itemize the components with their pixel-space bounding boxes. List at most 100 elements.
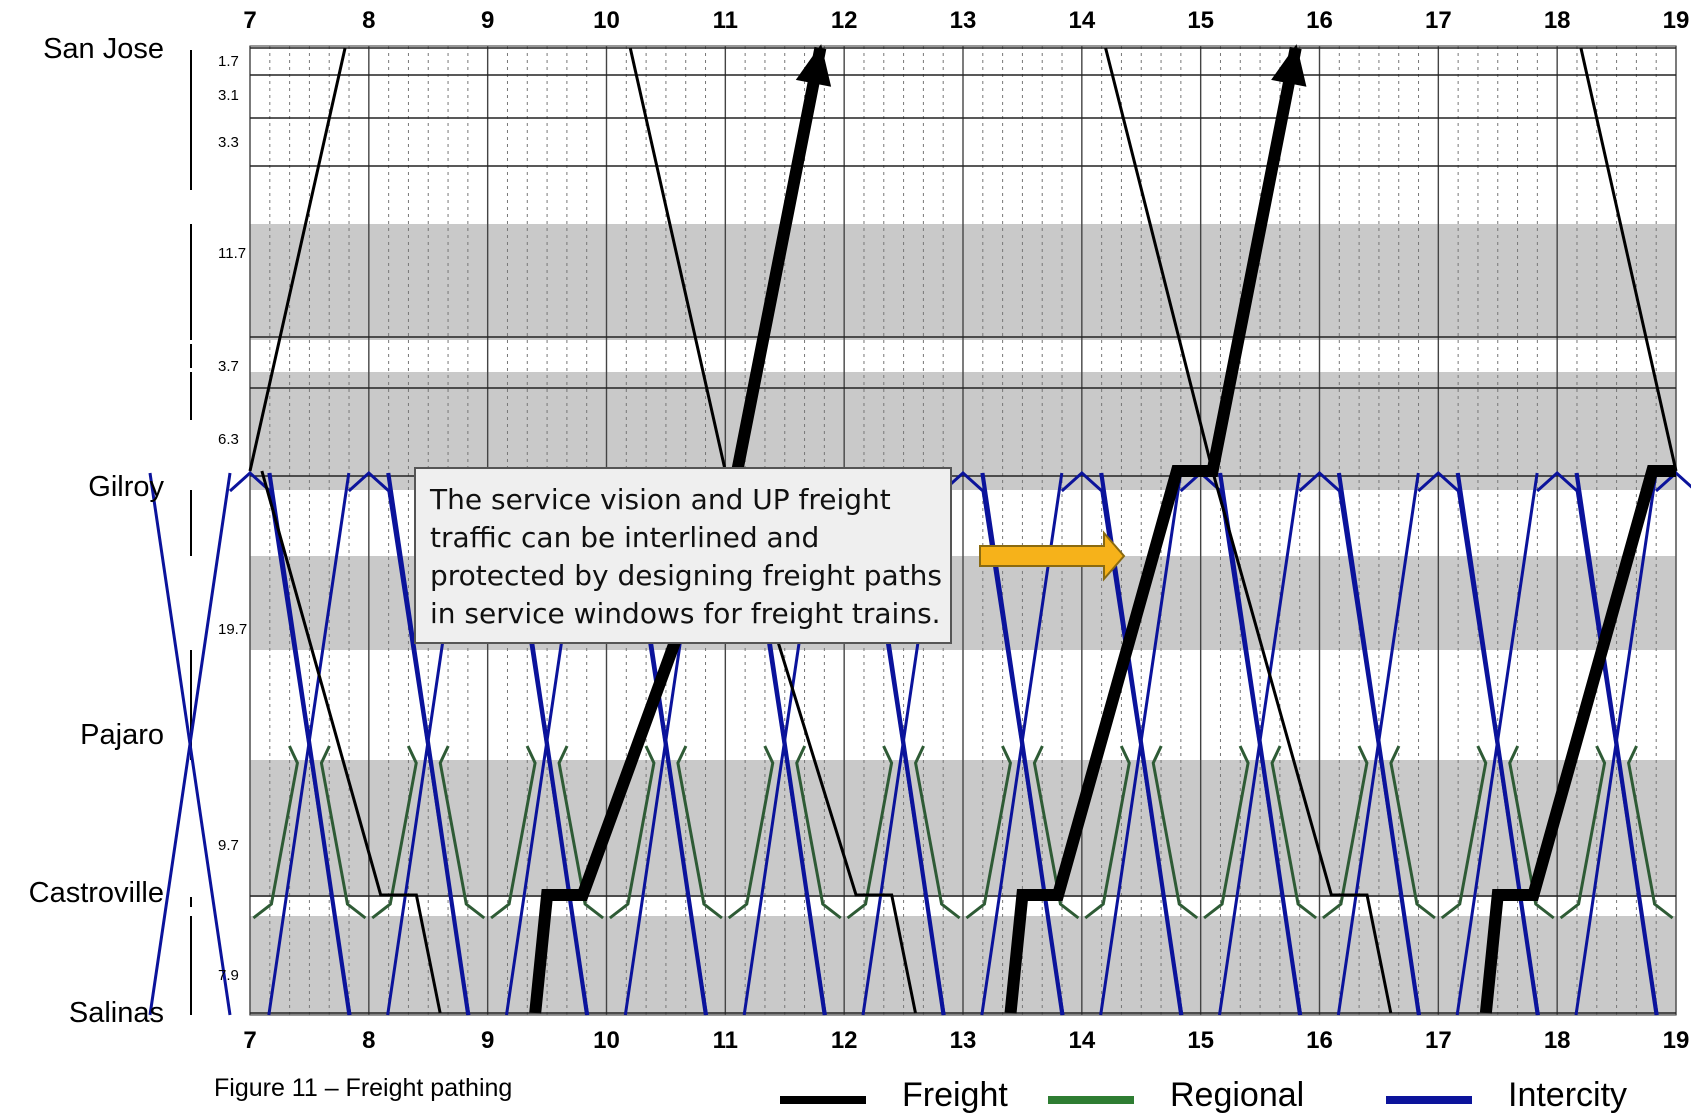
regional-train-line xyxy=(557,745,605,920)
hour-tick-label-top: 8 xyxy=(362,7,375,34)
hour-tick-label-bottom: 12 xyxy=(831,1027,858,1054)
freight-train-line xyxy=(529,46,827,1014)
segment-distance-label: 19.7 xyxy=(218,621,247,638)
regional-train-line xyxy=(914,745,961,920)
regional-series xyxy=(252,745,1674,920)
freight-train-line xyxy=(1579,47,1678,472)
freight-arrowhead xyxy=(795,44,832,87)
annotation-line: The service vision and UP freight xyxy=(430,483,891,516)
regional-train-line xyxy=(1321,745,1369,920)
segment-distance-label: 11.7 xyxy=(218,245,246,262)
regional-train-line xyxy=(252,745,299,920)
regional-train-line xyxy=(1084,745,1131,920)
hour-tick-label-bottom: 15 xyxy=(1187,1027,1214,1054)
axis-labels: 7 7 8 8 9 9 10 10 11 11 12 12 13 13 14 14 15 15 16 16 17 17 18… xyxy=(29,7,1690,1054)
segment-distance-label: 6.3 xyxy=(218,431,239,448)
freight-train-line xyxy=(1104,47,1393,1014)
legend-swatch-regional xyxy=(1048,1096,1134,1104)
intercity-train-line xyxy=(1455,472,1539,1016)
legend-swatch-intercity xyxy=(1386,1096,1472,1104)
intercity-train-line xyxy=(1099,472,1183,1016)
hour-tick-label-bottom: 17 xyxy=(1425,1027,1452,1054)
regional-train-line xyxy=(1151,745,1199,920)
segment-distance-label: 3.1 xyxy=(218,87,239,104)
regional-train-line xyxy=(1270,745,1318,920)
freight-train-line xyxy=(628,47,917,1014)
regional-train-line xyxy=(795,745,842,920)
segment-distance-label: 3.7 xyxy=(218,358,239,375)
station-label: Salinas xyxy=(69,997,164,1029)
hour-tick-label-bottom: 19 xyxy=(1663,1027,1690,1054)
legend-swatch-freight xyxy=(780,1096,866,1104)
hour-tick-label-bottom: 11 xyxy=(713,1027,738,1054)
segment-distance-label: 9.7 xyxy=(218,837,239,854)
hour-tick-label-bottom: 7 xyxy=(243,1027,256,1054)
intercity-train-line xyxy=(1336,472,1420,1016)
regional-train-line xyxy=(438,745,486,920)
annotation-line: traffic can be interlined and xyxy=(430,521,820,554)
hour-tick-label-top: 17 xyxy=(1425,7,1452,34)
segment-distance-label: 1.7 xyxy=(218,53,239,70)
regional-train-line xyxy=(1559,745,1607,920)
regional-train-line xyxy=(1203,745,1250,920)
regional-train-line xyxy=(608,745,656,920)
station-label: Castroville xyxy=(29,877,164,909)
regional-train-line xyxy=(676,745,723,920)
hour-tick-label-top: 7 xyxy=(243,7,256,34)
hour-tick-label-top: 15 xyxy=(1187,7,1214,34)
regional-train-line xyxy=(965,745,1012,920)
intercity-train-line xyxy=(1654,470,1691,493)
regional-train-line xyxy=(727,745,775,920)
regional-train-line xyxy=(846,745,894,920)
intercity-train-line xyxy=(267,472,351,1016)
freight-arrowhead xyxy=(1271,44,1307,87)
legend-label-freight: Freight xyxy=(902,1076,1008,1114)
hour-tick-label-bottom: 9 xyxy=(481,1027,494,1054)
freight-series xyxy=(248,44,1678,1014)
hour-tick-label-bottom: 18 xyxy=(1544,1027,1571,1054)
hour-tick-label-bottom: 8 xyxy=(362,1027,375,1054)
freight-train-line xyxy=(260,470,442,1014)
hour-tick-label-top: 14 xyxy=(1068,7,1095,34)
plot-frame xyxy=(249,45,1677,1016)
regional-train-line xyxy=(1508,745,1555,920)
regional-train-line xyxy=(319,745,367,920)
hour-tick-label-bottom: 14 xyxy=(1068,1027,1095,1054)
hour-tick-label-top: 19 xyxy=(1663,7,1690,34)
intercity-train-line xyxy=(148,472,232,1016)
hour-tick-label-top: 18 xyxy=(1544,7,1571,34)
hour-tick-label-top: 11 xyxy=(713,7,738,34)
annotation-arrow xyxy=(979,530,1126,582)
freight-train-line xyxy=(1004,46,1302,1014)
hour-tick-label-top: 12 xyxy=(831,7,858,34)
arrow-icon xyxy=(979,530,1126,582)
intercity-train-line xyxy=(1218,472,1301,1016)
hour-tick-label-bottom: 16 xyxy=(1306,1027,1333,1054)
freight-train-line xyxy=(248,47,347,472)
hour-tick-label-top: 16 xyxy=(1306,7,1333,34)
annotation-line: in service windows for freight trains. xyxy=(430,597,941,630)
station-label: Gilroy xyxy=(88,471,164,503)
hour-tick-label-bottom: 13 xyxy=(950,1027,977,1054)
freight-train-line xyxy=(1479,465,1676,1014)
hour-tick-label-top: 10 xyxy=(593,7,620,34)
station-label: Pajaro xyxy=(80,719,164,751)
regional-train-line xyxy=(1440,745,1488,920)
legend-label-regional: Regional xyxy=(1170,1076,1305,1114)
regional-train-line xyxy=(371,745,418,920)
hour-tick-label-top: 9 xyxy=(481,7,494,34)
regional-train-line xyxy=(1389,745,1436,920)
segment-distance-label: 3.3 xyxy=(218,134,239,151)
annotation-callout: The service vision and UP freight traffi… xyxy=(414,467,952,644)
regional-train-line xyxy=(1627,745,1674,920)
hour-tick-label-bottom: 10 xyxy=(593,1027,620,1054)
legend-label-intercity: Intercity xyxy=(1508,1076,1628,1114)
hour-tick-label-top: 13 xyxy=(950,7,977,34)
annotation-line: protected by designing freight paths xyxy=(430,559,943,592)
station-label: San Jose xyxy=(43,33,164,65)
regional-train-line xyxy=(1032,745,1080,920)
regional-train-line xyxy=(490,745,537,920)
segment-distance-label: 7.9 xyxy=(218,967,239,984)
intercity-train-line xyxy=(1574,472,1658,1016)
